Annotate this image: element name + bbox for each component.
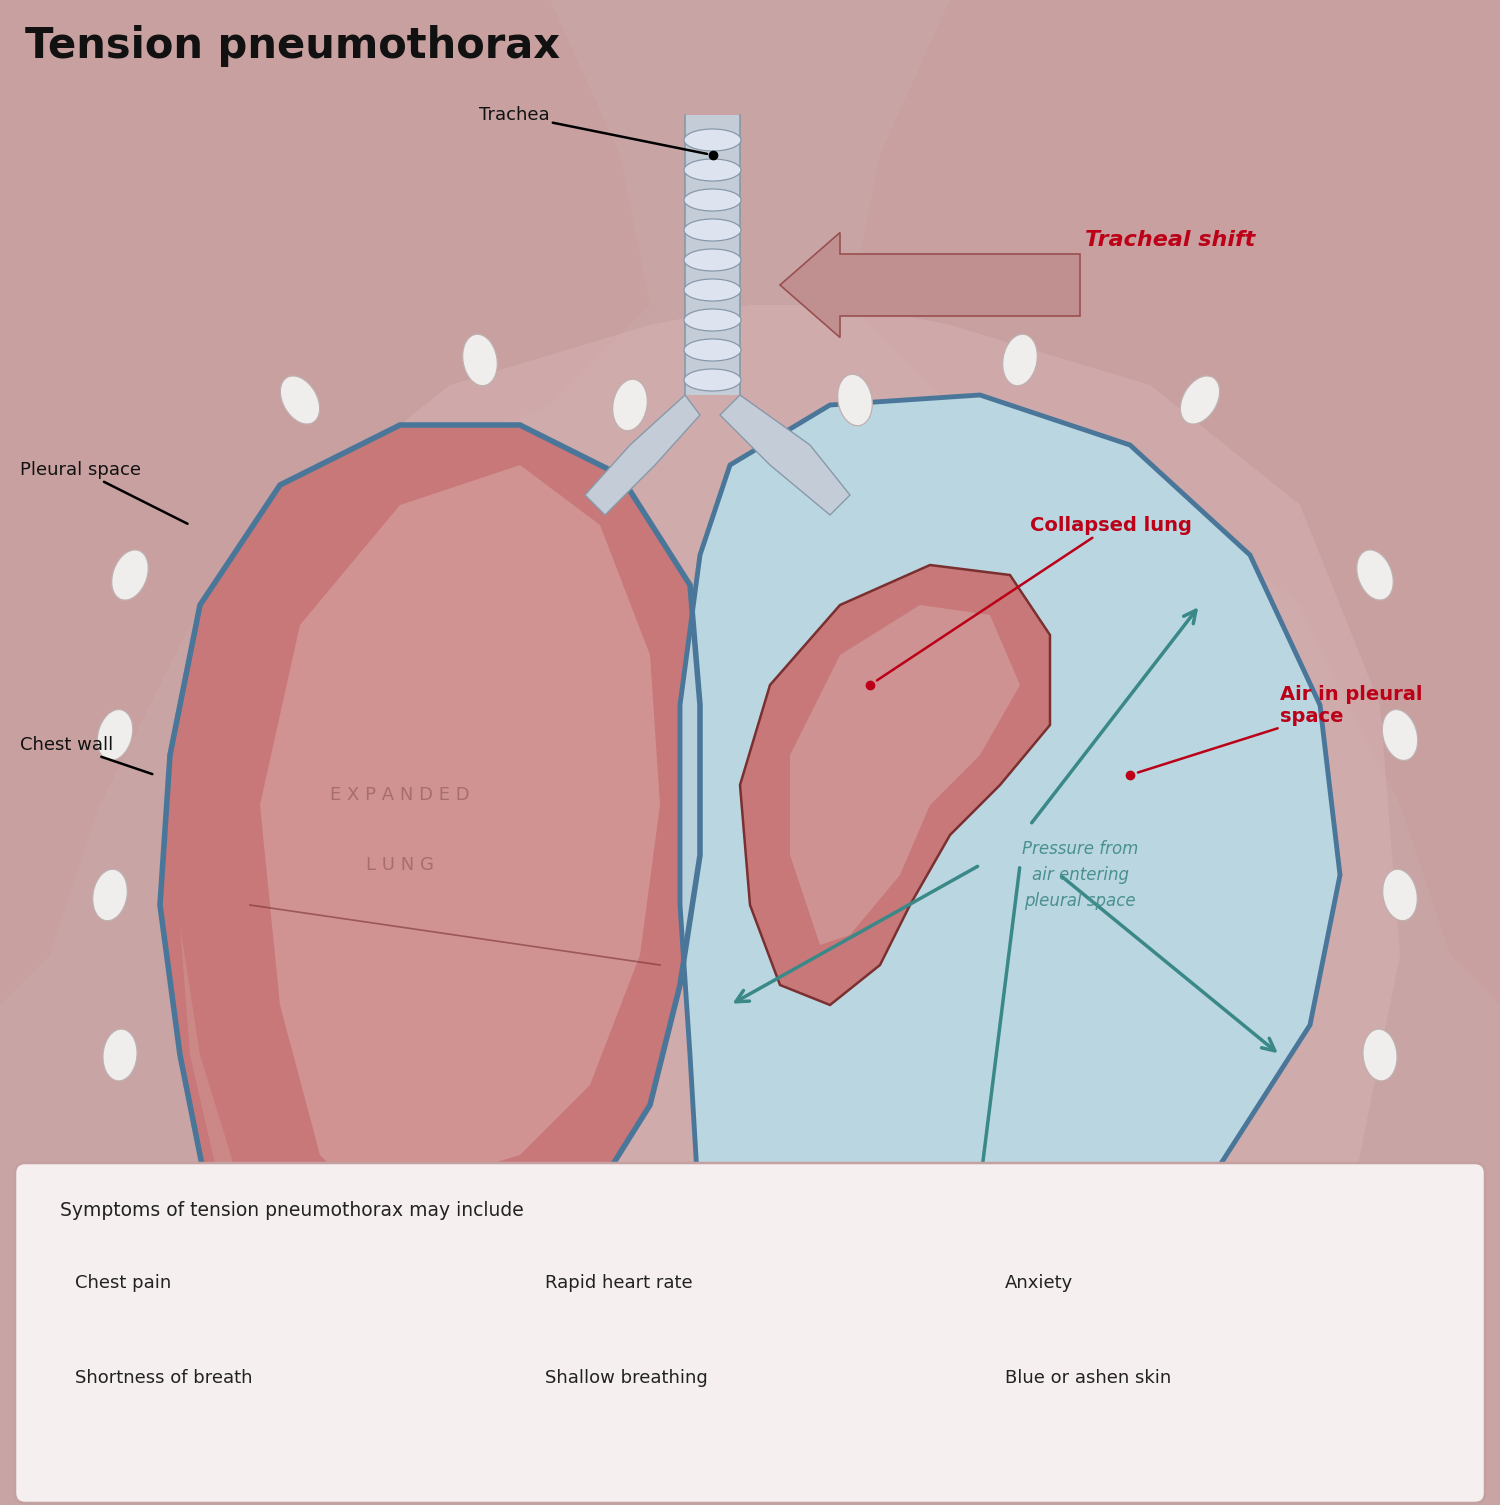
Text: Symptoms of tension pneumothorax may include: Symptoms of tension pneumothorax may inc… [60, 1201, 524, 1221]
Ellipse shape [684, 339, 741, 361]
Text: Rapid heart rate: Rapid heart rate [544, 1275, 693, 1291]
Text: E X P A N D E D: E X P A N D E D [330, 786, 470, 804]
Text: Pleural space: Pleural space [20, 461, 188, 524]
Ellipse shape [684, 129, 741, 150]
Ellipse shape [98, 709, 132, 760]
Ellipse shape [111, 549, 148, 600]
Ellipse shape [1383, 870, 1417, 921]
Polygon shape [160, 424, 701, 1245]
Bar [686, 114, 740, 394]
Text: Tension pneumothorax: Tension pneumothorax [26, 26, 560, 68]
Polygon shape [850, 0, 1500, 1005]
Ellipse shape [1002, 334, 1038, 385]
Ellipse shape [684, 160, 741, 181]
Text: Shallow breathing: Shallow breathing [544, 1370, 708, 1388]
Ellipse shape [684, 369, 741, 391]
FancyArrow shape [780, 232, 1080, 337]
Polygon shape [180, 926, 240, 1184]
Ellipse shape [684, 190, 741, 211]
Text: Collapsed lung: Collapsed lung [878, 516, 1192, 680]
Ellipse shape [93, 870, 128, 921]
Ellipse shape [1364, 1029, 1396, 1081]
Ellipse shape [1318, 1189, 1352, 1242]
Ellipse shape [1180, 376, 1219, 424]
Polygon shape [790, 605, 1020, 945]
Ellipse shape [1383, 709, 1417, 760]
Ellipse shape [684, 309, 741, 331]
Ellipse shape [280, 376, 320, 424]
Ellipse shape [462, 334, 498, 385]
Text: Shortness of breath: Shortness of breath [75, 1370, 252, 1388]
Ellipse shape [684, 278, 741, 301]
Ellipse shape [138, 1189, 172, 1242]
Ellipse shape [612, 379, 648, 430]
Text: Pressure from
air entering
pleural space: Pressure from air entering pleural space [1022, 840, 1138, 911]
Text: Tracheal shift: Tracheal shift [1084, 230, 1256, 250]
Ellipse shape [1356, 549, 1394, 600]
Polygon shape [180, 306, 1400, 1355]
Polygon shape [585, 394, 700, 515]
Polygon shape [260, 465, 660, 1184]
Ellipse shape [684, 248, 741, 271]
Ellipse shape [837, 375, 873, 426]
Text: L U N G: L U N G [366, 856, 434, 874]
Text: Anxiety: Anxiety [1005, 1275, 1074, 1291]
Text: Chest pain: Chest pain [75, 1275, 171, 1291]
Polygon shape [720, 394, 850, 515]
Polygon shape [0, 0, 650, 1005]
Polygon shape [680, 394, 1340, 1315]
FancyBboxPatch shape [15, 1163, 1485, 1503]
Text: Chest wall: Chest wall [20, 736, 153, 774]
Ellipse shape [684, 220, 741, 241]
Text: Blue or ashen skin: Blue or ashen skin [1005, 1370, 1172, 1388]
Text: Air in pleural
space: Air in pleural space [1138, 685, 1422, 772]
Ellipse shape [104, 1029, 136, 1081]
Polygon shape [740, 564, 1050, 1005]
Text: Trachea: Trachea [480, 105, 706, 154]
